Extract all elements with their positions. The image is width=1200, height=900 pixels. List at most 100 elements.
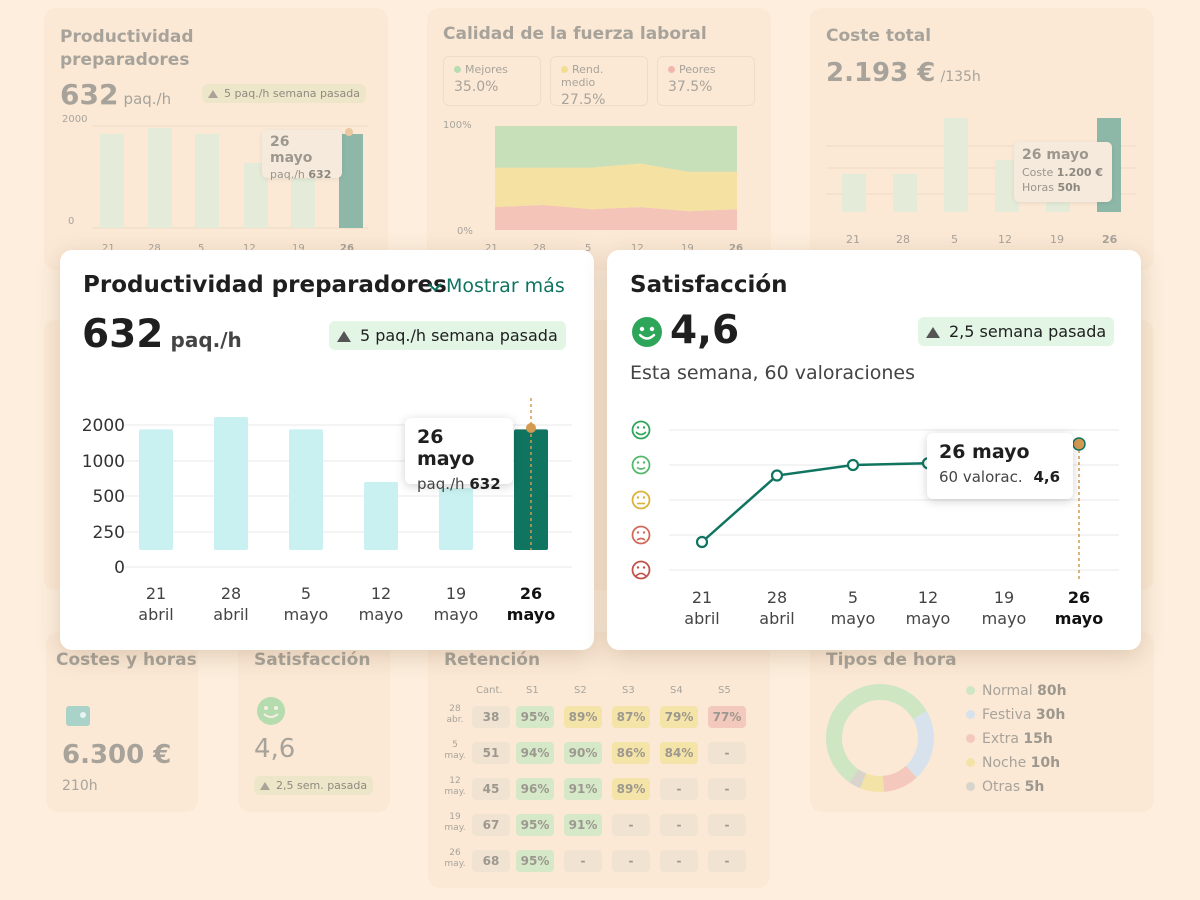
- productivity-tooltip: 26 mayo paq./h 632: [405, 418, 513, 493]
- productivity-value: 632 paq./h: [82, 312, 242, 357]
- hour-legend-item: Noche 10h: [966, 754, 1067, 778]
- bg-productivity-card: Productividad preparadores 632 paq./h 5 …: [44, 8, 388, 270]
- data-point: [846, 458, 860, 472]
- donut-slice-noche: [860, 773, 884, 792]
- bar: [439, 488, 473, 550]
- bg-productivity-tooltip: 26 mayo paq./h 632: [262, 130, 342, 181]
- hour-legend-item: Otras 5h: [966, 778, 1067, 802]
- retention-cell: -: [708, 850, 746, 872]
- bg-satisfaction-value: 4,6: [254, 734, 296, 764]
- data-point: [695, 535, 709, 549]
- bg-y-tick: 2000: [62, 114, 88, 125]
- bg-cost-title: Coste total: [826, 26, 932, 46]
- donut-slice-normal: [826, 684, 927, 783]
- satisfaction-value: 4,6: [670, 308, 740, 353]
- bar: [139, 429, 173, 550]
- satisfaction-subtitle: Esta semana, 60 valoraciones: [630, 362, 915, 384]
- bg-bar: [195, 134, 219, 228]
- retention-cell: -: [708, 814, 746, 836]
- y-tick-label: 1000: [82, 452, 125, 472]
- satisfaction-tooltip: 26 mayo 60 valorac. 4,6: [927, 433, 1073, 499]
- retention-count: 38: [472, 706, 510, 728]
- productivity-card: Productividad preparadores Mostrar más 6…: [60, 250, 594, 650]
- productivity-badge: 5 paq./h semana pasada: [329, 321, 566, 350]
- bar: [289, 429, 323, 550]
- legend-dot: [966, 734, 975, 743]
- hour-legend-item: Festiva 30h: [966, 706, 1067, 730]
- bar: [364, 481, 398, 550]
- x-tick-label: 19 mayo: [981, 588, 1027, 628]
- hour-legend-item: Normal 80h: [966, 682, 1067, 706]
- legend-dot: [561, 66, 568, 73]
- show-more-link[interactable]: Mostrar más: [428, 275, 565, 297]
- marker-dot: [1072, 437, 1086, 451]
- bar: [214, 417, 248, 550]
- y-tick-label: 250: [93, 523, 125, 543]
- bg-cost-value: 2.193 € /135h: [826, 58, 981, 88]
- satisfaction-line: [701, 462, 929, 543]
- x-tick-label: 26 mayo: [1054, 588, 1104, 628]
- bg-cost-chart: [826, 118, 1136, 212]
- retention-cell: 79%: [660, 706, 698, 728]
- x-tick-label: 28 abril: [759, 588, 795, 628]
- bg-quality-legend-item: Peores 37.5%: [657, 56, 755, 106]
- retention-cell: 96%: [516, 778, 554, 800]
- retention-cell: -: [708, 742, 746, 764]
- retention-header: S5: [718, 685, 731, 696]
- retention-header: Cant.: [476, 685, 503, 696]
- donut-slice-festiva: [905, 711, 934, 778]
- retention-cell: 87%: [612, 706, 650, 728]
- data-point: [770, 469, 784, 482]
- x-tick-label: 21 abril: [138, 584, 174, 624]
- satisfaction-title: Satisfacción: [630, 272, 788, 298]
- bg-satisfaction-card: Satisfacción 4,6 2,5 sem. pasada: [238, 632, 390, 812]
- bg-bar: [100, 134, 124, 228]
- x-tick-label: 28 abril: [213, 584, 249, 624]
- bg-productivity-value: 632 paq./h: [60, 78, 172, 111]
- bg-productivity-chart: [92, 125, 368, 229]
- hour-types-legend: Normal 80h Festiva 30h Extra 15h Noche 10h O…: [966, 682, 1067, 802]
- hour-legend-item: Extra 15h: [966, 730, 1067, 754]
- retention-header: S1: [526, 685, 539, 696]
- bg-cost-card: Coste total 2.193 € /135h 26 mayo Coste …: [810, 8, 1154, 270]
- bg-hour-types-title: Tipos de hora: [826, 650, 957, 670]
- retention-count: 68: [472, 850, 510, 872]
- x-tick-label: 5 mayo: [830, 588, 876, 628]
- chevron-down-icon: [428, 283, 442, 292]
- happy-face-icon: [632, 317, 662, 347]
- retention-row-date: 28 abr.: [446, 704, 464, 725]
- hour-types-donut: [826, 684, 934, 792]
- x-tick-label: 12 mayo: [905, 588, 951, 628]
- retention-cell: 86%: [612, 742, 650, 764]
- bg-cost-tooltip: 26 mayo Coste 1.200 € Horas 50h: [1014, 142, 1112, 202]
- retention-cell: -: [612, 814, 650, 836]
- retention-row-date: 5 may.: [444, 740, 466, 761]
- retention-row-date: 12 may.: [444, 776, 466, 797]
- bg-satisfaction-badge: 2,5 sem. pasada: [254, 776, 374, 795]
- bg-marker: [345, 128, 353, 136]
- retention-cell: -: [612, 850, 650, 872]
- productivity-chart: 2000 1000 500 250 0: [82, 398, 572, 578]
- retention-count: 45: [472, 778, 510, 800]
- retention-cell: -: [708, 778, 746, 800]
- sad-face-icon: [631, 525, 651, 545]
- bg-quality-chart: [495, 126, 737, 230]
- retention-cell: 77%: [708, 706, 746, 728]
- retention-header: S3: [622, 685, 635, 696]
- y-tick-label: 2000: [82, 416, 125, 436]
- retention-count: 67: [472, 814, 510, 836]
- bg-retention-card: Retención Cant. S1 S2 S3 S4 S5 28 abr. 38 95% 89% 8…: [428, 632, 770, 888]
- retention-cell: -: [660, 778, 698, 800]
- bg-retention-title: Retención: [444, 650, 541, 670]
- neutral-face-icon: [631, 490, 651, 510]
- y-tick-label: 500: [93, 487, 125, 507]
- y-tick-label: 0: [114, 558, 125, 578]
- retention-cell: 95%: [516, 706, 554, 728]
- bg-productivity-badge: 5 paq./h semana pasada: [202, 84, 366, 103]
- bg-y-tick: 0%: [457, 226, 473, 237]
- retention-count: 51: [472, 742, 510, 764]
- retention-cell: 95%: [516, 850, 554, 872]
- marker-dot: [526, 423, 536, 433]
- bg-costs-hours-card: Costes y horas 6.300 € 210h: [46, 632, 198, 812]
- legend-dot: [966, 710, 975, 719]
